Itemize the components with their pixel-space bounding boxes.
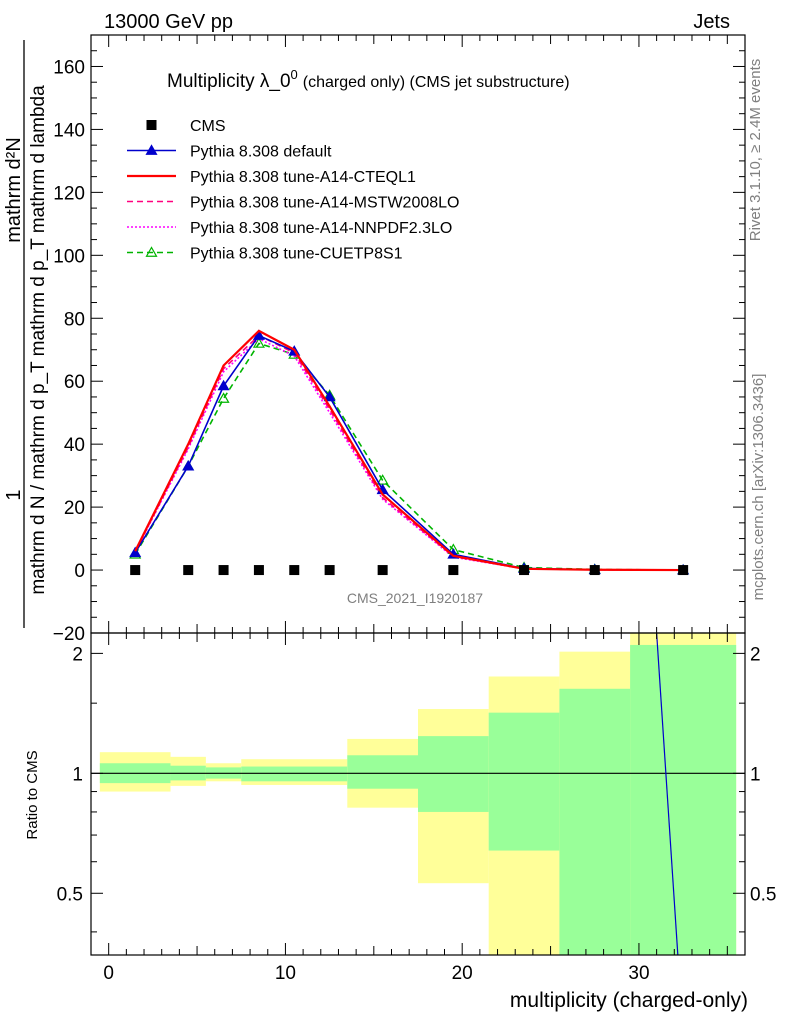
x-axis-label: multiplicity (charged-only)	[510, 989, 748, 1012]
cms-point-1	[183, 565, 194, 576]
ratio-line-default	[656, 632, 679, 956]
cms-point-2	[218, 565, 229, 576]
cms-point-7	[448, 565, 459, 576]
series-4-point-3	[252, 337, 265, 348]
series-line-2	[134, 334, 684, 571]
ratio-ylabel: Ratio to CMS	[24, 750, 41, 839]
series-4-point-2	[217, 392, 230, 403]
ratio-tick-label-left-0: 0.5	[57, 884, 83, 905]
main-series	[129, 329, 690, 576]
y-tick-label-4: 60	[64, 372, 85, 393]
cms-point-0	[130, 565, 141, 576]
y-tick-label-1: 0	[74, 561, 85, 582]
legend-marker-0	[145, 144, 158, 155]
y-tick-label-5: 80	[64, 309, 85, 330]
cms-point-4	[289, 565, 300, 576]
cms-point-8	[519, 565, 530, 576]
ratio-band-green-4	[347, 755, 418, 789]
y-tick-label-0: −20	[53, 624, 85, 645]
ylabel-one: 1	[3, 489, 25, 500]
ratio-tick-label-right-1: 1	[750, 764, 761, 785]
y-tick-label-6: 100	[53, 246, 85, 267]
legend-label-4: Pythia 8.308 tune-CUETP8S1	[190, 246, 403, 263]
legend-marker-4	[145, 246, 158, 257]
series-0-point-1	[182, 459, 195, 471]
series-0-point-3	[252, 329, 265, 340]
y-tick-label-8: 140	[53, 120, 85, 141]
legend-label-3: Pythia 8.308 tune-A14-NNPDF2.3LO	[190, 220, 452, 237]
x-tick-label-3: 30	[628, 963, 649, 984]
series-line-1	[134, 329, 684, 572]
ratio-tick-label-right-2: 2	[750, 644, 761, 665]
cms-point-5	[324, 565, 335, 576]
header-right: Jets	[693, 11, 730, 33]
ratio-tick-label-left-1: 1	[72, 764, 83, 785]
legend-cms-marker	[146, 120, 157, 130]
ratio-lines	[91, 632, 745, 956]
ratio-tick-label-right-0: 0.5	[750, 884, 776, 905]
y-tick-label-3: 40	[64, 435, 85, 456]
ratio-tick-label-left-2: 2	[72, 644, 83, 665]
series-line-3	[134, 337, 684, 571]
series-0-point-2	[217, 379, 230, 391]
header-left: 13000 GeV pp	[104, 11, 233, 33]
legend-label-1: Pythia 8.308 tune-A14-CTEQL1	[190, 169, 416, 186]
title-rest: (charged only) (CMS jet substructure)	[303, 74, 570, 91]
ratio-bands	[99, 633, 737, 955]
legend-label-2: Pythia 8.308 tune-A14-MSTW2008LO	[190, 195, 459, 212]
x-tick-label-2: 20	[452, 963, 473, 984]
cms-point-3	[253, 565, 264, 576]
chart-title: Multiplicity λ_00 (charged only) (CMS jet…	[167, 67, 570, 92]
cms-point-9	[589, 565, 600, 576]
series-0-point-0	[129, 546, 142, 558]
ylabel-denominator: mathrm d N / mathrm d p_T mathrm d p_T m…	[28, 85, 49, 595]
ratio-band-green-5	[418, 736, 489, 812]
legend-label-0: Pythia 8.308 default	[190, 144, 332, 161]
x-tick-label-0: 0	[103, 963, 114, 984]
y-tick-label-9: 160	[53, 57, 85, 78]
cms-point-10	[678, 565, 689, 576]
y-tick-label-2: 20	[64, 498, 85, 519]
series-0-point-5	[323, 390, 336, 402]
ratio-frame	[90, 632, 746, 956]
cms-point-6	[377, 565, 388, 576]
ylabel-numerator: mathrm d²N	[3, 137, 25, 243]
title-main: Multiplicity λ_0	[167, 71, 291, 92]
ratio-band-green-6	[488, 712, 560, 851]
legend-cms-label: CMS	[190, 118, 226, 135]
analysis-watermark: CMS_2021_I1920187	[347, 590, 483, 606]
main-ylabel: mathrm d²N 1 mathrm d N / mathrm d p_T m…	[3, 40, 49, 628]
rivet-label: Rivet 3.1.10, ≥ 2.4M events	[747, 59, 764, 242]
ratio-band-green-8	[630, 644, 737, 955]
ratio-band-green-7	[559, 688, 631, 955]
title-sup: 0	[291, 67, 298, 82]
x-tick-label-1: 10	[275, 963, 296, 984]
legend: CMS Pythia 8.308 default Pythia 8.308 tune…	[127, 118, 459, 263]
mcplots-label: mcplots.cern.ch [arXiv:1306.3436]	[750, 374, 767, 601]
series-line-0	[134, 334, 684, 571]
y-tick-label-7: 120	[53, 183, 85, 204]
